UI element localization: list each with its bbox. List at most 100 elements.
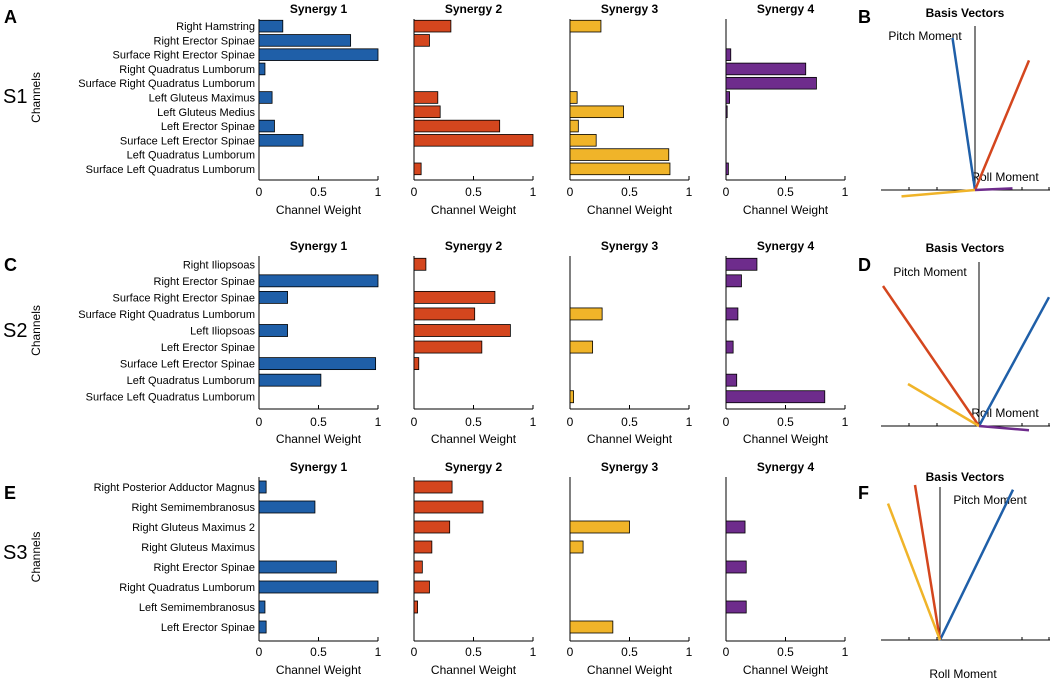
channel-label: Right Hamstring bbox=[176, 21, 255, 33]
x-tick-label: 0 bbox=[567, 185, 574, 199]
channel-label: Right Gluteus Maximus 2 bbox=[132, 522, 255, 534]
bar bbox=[258, 62, 266, 76]
basis-vector-synergy-4 bbox=[974, 187, 1013, 192]
bar bbox=[258, 34, 352, 47]
channel-label: Surface Right Erector Spinae bbox=[113, 292, 255, 304]
bar bbox=[569, 620, 614, 634]
x-axis-label: Channel Weight bbox=[743, 203, 829, 217]
bar bbox=[413, 600, 418, 614]
x-tick-label: 1 bbox=[530, 645, 537, 659]
bar bbox=[258, 620, 267, 634]
channel-label: Right Semimembranosus bbox=[132, 502, 256, 514]
bar bbox=[413, 307, 476, 321]
panel-letter-d: D bbox=[858, 255, 871, 275]
x-tick-label: 1 bbox=[686, 415, 693, 429]
bar bbox=[725, 162, 729, 176]
channel-label: Right Erector Spinae bbox=[154, 276, 256, 288]
bar bbox=[725, 307, 739, 321]
bar bbox=[725, 91, 730, 104]
basis-vectors-panel: Basis Vectors B Pitch Moment Roll Moment bbox=[858, 6, 1050, 198]
y-axis-label: Channels bbox=[29, 72, 43, 123]
x-tick-label: 0.5 bbox=[465, 415, 482, 429]
x-axis-label: Channel Weight bbox=[276, 203, 362, 217]
panel-letter-a: A bbox=[4, 7, 17, 27]
roll-moment-label: Roll Moment bbox=[971, 170, 1039, 184]
bar bbox=[413, 105, 441, 119]
bar bbox=[725, 520, 746, 534]
x-tick-label: 1 bbox=[375, 415, 382, 429]
x-tick-label: 0.5 bbox=[465, 185, 482, 199]
basis-vector-synergy-1 bbox=[977, 296, 1051, 427]
x-tick-label: 1 bbox=[842, 415, 849, 429]
bar bbox=[413, 162, 422, 176]
bar bbox=[258, 324, 288, 337]
basis-vector-synergy-4 bbox=[978, 424, 1030, 432]
bar bbox=[258, 600, 266, 614]
roll-moment-label: Roll Moment bbox=[971, 406, 1039, 420]
synergy-panel-2: Synergy 2 0 0.5 1 Channel Weight bbox=[411, 2, 537, 217]
x-axis-label: Channel Weight bbox=[431, 432, 517, 446]
panel-title: Synergy 2 bbox=[445, 239, 503, 253]
roll-moment-label: Roll Moment bbox=[929, 667, 997, 681]
subject-label-s2: S2 bbox=[3, 320, 27, 342]
bar bbox=[258, 580, 379, 594]
x-tick-label: 0 bbox=[723, 185, 730, 199]
x-axis-label: Channel Weight bbox=[587, 203, 673, 217]
panel-letter-f: F bbox=[858, 483, 869, 503]
panel-title: Synergy 3 bbox=[601, 239, 659, 253]
basis-vector-synergy-1 bbox=[938, 489, 1015, 641]
bar bbox=[725, 340, 734, 354]
x-tick-label: 0 bbox=[567, 415, 574, 429]
bar bbox=[413, 480, 453, 494]
synergy-panel-4: Synergy 4 0 0.5 1 Channel Weight bbox=[723, 460, 849, 677]
channel-label: Right Quadratus Lumborum bbox=[119, 64, 255, 76]
bar bbox=[569, 307, 603, 321]
bar bbox=[258, 134, 304, 147]
pitch-moment-label: Pitch Moment bbox=[893, 265, 967, 279]
synergy-panel-4: Synergy 4 0 0.5 1 Channel Weight bbox=[723, 239, 849, 446]
x-tick-label: 1 bbox=[530, 185, 537, 199]
x-tick-label: 0 bbox=[256, 645, 263, 659]
bar bbox=[569, 340, 594, 354]
basis-title: Basis Vectors bbox=[926, 6, 1005, 20]
x-tick-label: 0 bbox=[723, 645, 730, 659]
channel-label: Right Quadratus Lumborum bbox=[119, 582, 255, 594]
x-tick-label: 1 bbox=[530, 415, 537, 429]
bar bbox=[725, 560, 747, 574]
x-tick-label: 1 bbox=[686, 185, 693, 199]
x-tick-label: 1 bbox=[375, 185, 382, 199]
bar bbox=[725, 390, 826, 404]
x-tick-label: 0.5 bbox=[777, 645, 794, 659]
bar bbox=[725, 105, 728, 119]
basis-vector-synergy-2 bbox=[881, 285, 981, 427]
synergy-panel-1: Synergy 1 0 0.5 1 Channel Weight bbox=[256, 460, 382, 677]
panel-title: Synergy 4 bbox=[757, 460, 815, 474]
bar bbox=[413, 91, 439, 104]
x-tick-label: 0.5 bbox=[777, 185, 794, 199]
x-tick-label: 0.5 bbox=[465, 645, 482, 659]
bar bbox=[258, 274, 379, 288]
bar bbox=[413, 34, 430, 47]
bar bbox=[258, 357, 377, 371]
bar bbox=[569, 148, 670, 161]
channel-label: Left Gluteus Maximus bbox=[149, 93, 256, 105]
bar bbox=[413, 257, 427, 271]
channel-label: Left Semimembranosus bbox=[139, 602, 256, 614]
channel-label: Right Posterior Adductor Magnus bbox=[94, 482, 256, 494]
bar bbox=[258, 373, 322, 387]
basis-vector-synergy-3 bbox=[907, 382, 980, 428]
bar bbox=[569, 91, 578, 104]
channel-label: Left Erector Spinae bbox=[161, 622, 255, 634]
x-axis-label: Channel Weight bbox=[743, 663, 829, 677]
bar bbox=[413, 290, 496, 304]
panel-title: Synergy 3 bbox=[601, 2, 659, 16]
bar bbox=[413, 520, 451, 534]
synergy-panel-3: Synergy 3 0 0.5 1 Channel Weight bbox=[567, 239, 693, 446]
panel-title: Synergy 2 bbox=[445, 2, 503, 16]
panel-title: Synergy 1 bbox=[290, 460, 348, 474]
basis-vectors-panel: Basis Vectors F Pitch Moment Roll Moment bbox=[858, 470, 1050, 681]
x-tick-label: 0 bbox=[411, 185, 418, 199]
bar bbox=[258, 19, 284, 33]
